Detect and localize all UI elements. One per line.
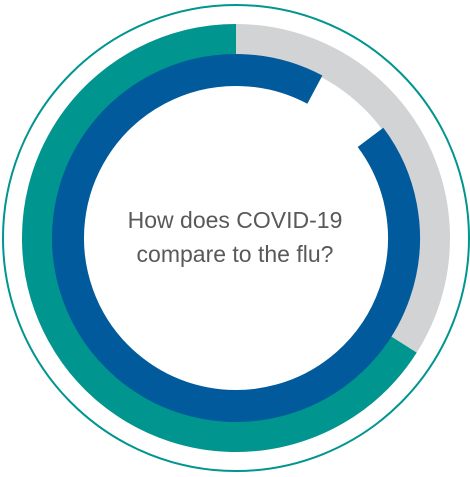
- outer-teal-arc: [22, 24, 417, 452]
- center-question: How does COVID-19 compare to the flu?: [85, 203, 385, 271]
- outer-outline-ring: [2, 4, 470, 472]
- inner-blue-arc: [52, 54, 420, 422]
- center-question-line-2: compare to the flu?: [136, 241, 334, 267]
- center-question-line-1: How does COVID-19: [127, 207, 343, 233]
